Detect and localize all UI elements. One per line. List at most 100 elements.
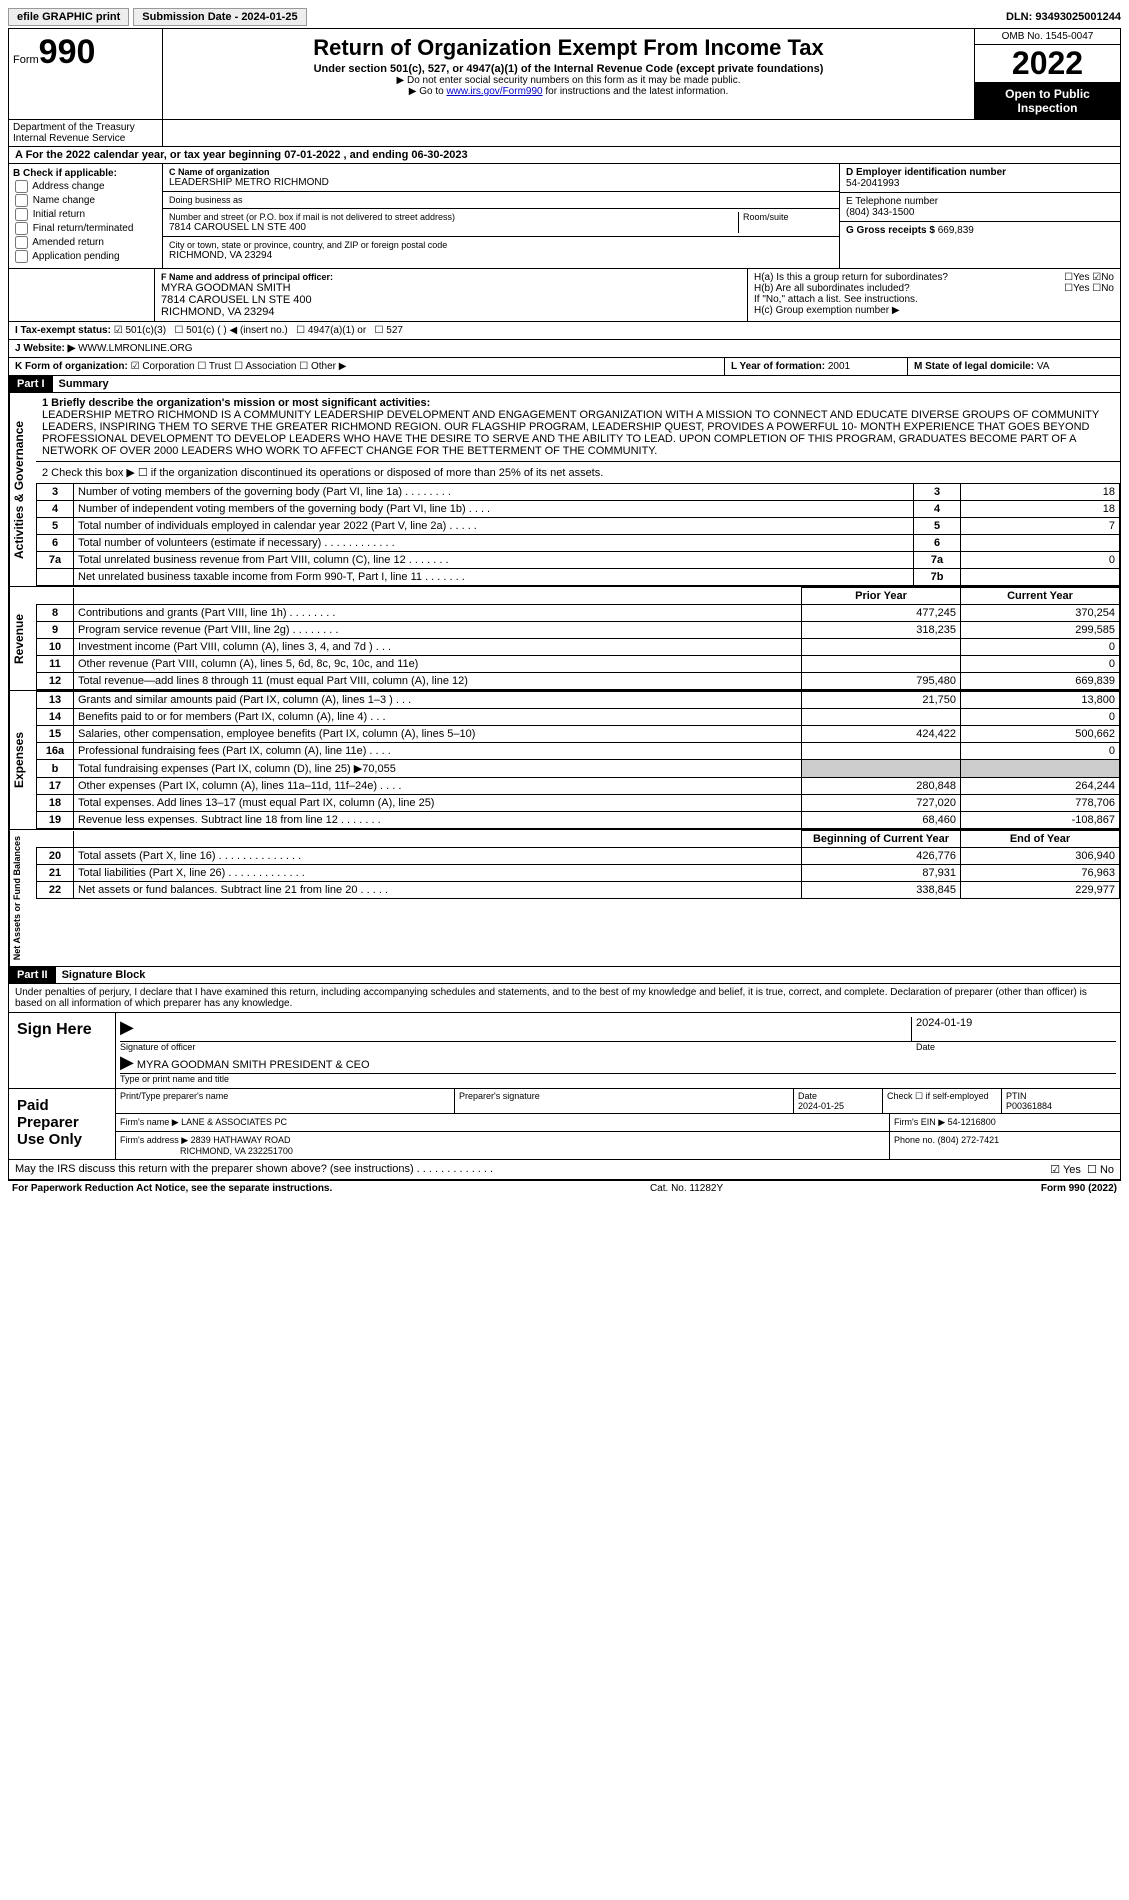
- row-f-h: F Name and address of principal officer:…: [9, 269, 1120, 322]
- part1-title: Summary: [53, 376, 115, 392]
- h-c: H(c) Group exemption number ▶: [754, 305, 1114, 316]
- table-row: 12Total revenue—add lines 8 through 11 (…: [37, 673, 1120, 690]
- table-row: 6Total number of volunteers (estimate if…: [37, 535, 1120, 552]
- table-row: 10Investment income (Part VIII, column (…: [37, 639, 1120, 656]
- sign-here-row: Sign Here ▶ 2024-01-19 Signature of offi…: [9, 1013, 1120, 1089]
- section-netassets: Net Assets or Fund Balances Beginning of…: [9, 830, 1120, 967]
- form-ref: Form 990 (2022): [1041, 1183, 1117, 1194]
- city-label: City or town, state or province, country…: [169, 240, 833, 250]
- h-a: H(a) Is this a group return for subordin…: [754, 272, 1114, 283]
- gov-lines-table: 3Number of voting members of the governi…: [36, 483, 1120, 586]
- paid-preparer-label: Paid Preparer Use Only: [9, 1089, 116, 1159]
- dept-row: Department of the Treasury Internal Reve…: [9, 120, 1120, 147]
- paid-preparer-row: Paid Preparer Use Only Print/Type prepar…: [9, 1089, 1120, 1160]
- check-application-pending[interactable]: Application pending: [13, 250, 158, 263]
- firm-phone-label: Phone no.: [894, 1135, 935, 1145]
- gross-value: 669,839: [938, 225, 974, 236]
- omb-number: OMB No. 1545-0047: [975, 29, 1120, 45]
- tax-exempt-label: I Tax-exempt status:: [15, 325, 111, 336]
- box-l: L Year of formation: 2001: [725, 358, 908, 375]
- officer-name: MYRA GOODMAN SMITH: [161, 282, 741, 294]
- org-name: LEADERSHIP METRO RICHMOND: [169, 177, 833, 188]
- box-c: C Name of organization LEADERSHIP METRO …: [163, 164, 839, 268]
- sig-date-value: 2024-01-19: [912, 1017, 1116, 1041]
- box-k: K Form of organization: ☑ Corporation ☐ …: [9, 358, 725, 375]
- street-address: 7814 CAROUSEL LN STE 400: [169, 222, 738, 233]
- irs-link[interactable]: www.irs.gov/Form990: [446, 86, 542, 97]
- h-b: H(b) Are all subordinates included? ☐Yes…: [754, 283, 1114, 294]
- vtab-revenue: Revenue: [9, 587, 36, 690]
- box-b-title: B Check if applicable:: [13, 168, 158, 179]
- firm-city: RICHMOND, VA 232251700: [180, 1146, 293, 1156]
- efile-print-button[interactable]: efile GRAPHIC print: [8, 8, 129, 26]
- rev-lines-table: Prior YearCurrent Year8Contributions and…: [36, 587, 1120, 690]
- form-note-ssn: ▶ Do not enter social security numbers o…: [167, 75, 970, 86]
- ptin-label: PTIN: [1006, 1091, 1027, 1101]
- firm-ein: 54-1216800: [948, 1117, 996, 1127]
- net-lines-table: Beginning of Current YearEnd of Year20To…: [36, 830, 1120, 899]
- check-name-change[interactable]: Name change: [13, 194, 158, 207]
- table-row: 11Other revenue (Part VIII, column (A), …: [37, 656, 1120, 673]
- discuss-question: May the IRS discuss this return with the…: [15, 1163, 1050, 1176]
- tax-year: 2022: [975, 45, 1120, 83]
- officer-addr1: 7814 CAROUSEL LN STE 400: [161, 294, 741, 306]
- discuss-row: May the IRS discuss this return with the…: [9, 1160, 1120, 1180]
- part1-badge: Part I: [9, 376, 53, 392]
- k-corp: Corporation: [142, 361, 194, 372]
- firm-name: LANE & ASSOCIATES PC: [181, 1117, 287, 1127]
- officer-addr2: RICHMOND, VA 23294: [161, 306, 741, 318]
- table-row: 15Salaries, other compensation, employee…: [37, 726, 1120, 743]
- form-number: 990: [39, 33, 96, 71]
- table-row: 7aTotal unrelated business revenue from …: [37, 552, 1120, 569]
- form-note-goto: ▶ Go to www.irs.gov/Form990 for instruct…: [167, 86, 970, 97]
- vtab-netassets: Net Assets or Fund Balances: [9, 830, 36, 966]
- opt-501c: 501(c) ( ) ◀ (insert no.): [186, 325, 288, 336]
- room-label: Room/suite: [743, 212, 833, 222]
- name-label: C Name of organization: [169, 167, 833, 177]
- check-address-change[interactable]: Address change: [13, 180, 158, 193]
- vtab-expenses: Expenses: [9, 691, 36, 829]
- firm-addr-label: Firm's address ▶: [120, 1135, 188, 1145]
- l-label: L Year of formation:: [731, 361, 825, 372]
- website-value: WWW.LMRONLINE.ORG: [78, 343, 192, 354]
- addr-label: Number and street (or P.O. box if mail i…: [169, 212, 738, 222]
- check-amended-return[interactable]: Amended return: [13, 236, 158, 249]
- part1-header-row: Part I Summary: [9, 376, 1120, 393]
- table-row: 21Total liabilities (Part X, line 26) . …: [37, 865, 1120, 882]
- table-row: 20Total assets (Part X, line 16) . . . .…: [37, 848, 1120, 865]
- table-row: 19Revenue less expenses. Subtract line 1…: [37, 812, 1120, 829]
- gross-label: G Gross receipts $: [846, 225, 935, 236]
- info-grid: B Check if applicable: Address change Na…: [9, 164, 1120, 269]
- prep-name-label: Print/Type preparer's name: [116, 1089, 455, 1113]
- row-i: I Tax-exempt status: ☑ 501(c)(3) ☐ 501(c…: [9, 322, 1120, 340]
- form-number-box: Form990: [9, 29, 163, 119]
- sig-officer-label: Signature of officer: [120, 1042, 916, 1052]
- firm-ein-label: Firm's EIN ▶: [894, 1117, 945, 1127]
- phone-label: E Telephone number: [846, 196, 1114, 207]
- opt-527: 527: [386, 325, 403, 336]
- dept-treasury: Department of the Treasury Internal Reve…: [9, 120, 163, 146]
- box-f: F Name and address of principal officer:…: [155, 269, 748, 321]
- goto-pre: ▶ Go to: [409, 86, 447, 97]
- dba-label: Doing business as: [169, 195, 833, 205]
- website-label: J Website: ▶: [15, 343, 75, 354]
- table-row: 5Total number of individuals employed in…: [37, 518, 1120, 535]
- submission-date-button[interactable]: Submission Date - 2024-01-25: [133, 8, 306, 26]
- discuss-yes: Yes: [1063, 1164, 1081, 1176]
- exp-lines-table: 13Grants and similar amounts paid (Part …: [36, 691, 1120, 829]
- firm-phone: (804) 272-7421: [938, 1135, 1000, 1145]
- table-row: 8Contributions and grants (Part VIII, li…: [37, 605, 1120, 622]
- k-other: Other ▶: [311, 361, 346, 372]
- row-j: J Website: ▶ WWW.LMRONLINE.ORG: [9, 340, 1120, 358]
- check-initial-return[interactable]: Initial return: [13, 208, 158, 221]
- table-row: 17Other expenses (Part IX, column (A), l…: [37, 778, 1120, 795]
- cat-number: Cat. No. 11282Y: [650, 1183, 723, 1194]
- line-2: 2 Check this box ▶ ☐ if the organization…: [36, 462, 1120, 483]
- officer-label: F Name and address of principal officer:: [161, 272, 741, 282]
- table-row: 18Total expenses. Add lines 13–17 (must …: [37, 795, 1120, 812]
- table-row: 13Grants and similar amounts paid (Part …: [37, 692, 1120, 709]
- section-governance: Activities & Governance 1 Briefly descri…: [9, 393, 1120, 587]
- check-final-return[interactable]: Final return/terminated: [13, 222, 158, 235]
- officer-printed-name: MYRA GOODMAN SMITH PRESIDENT & CEO: [137, 1059, 370, 1071]
- table-row: 14Benefits paid to or for members (Part …: [37, 709, 1120, 726]
